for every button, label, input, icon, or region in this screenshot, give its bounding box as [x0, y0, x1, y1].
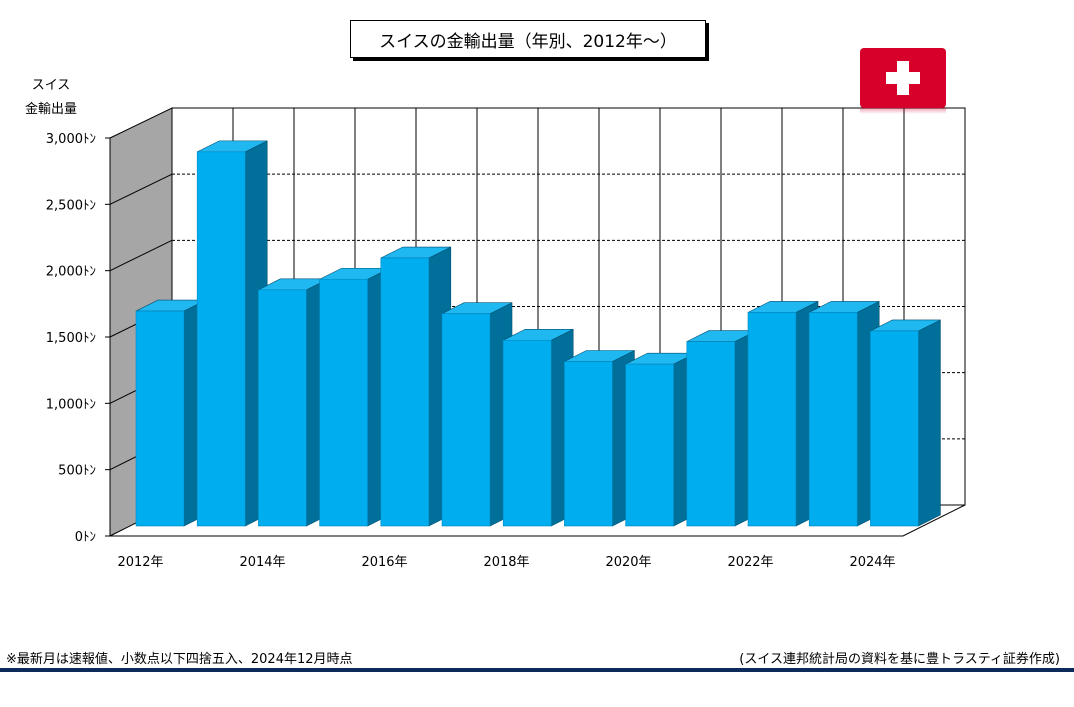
footer-note: ※最新月は速報値、小数点以下四捨五入、2024年12月時点: [6, 652, 353, 667]
bar: [625, 352, 696, 527]
y-axis-label: スイス 金輸出量: [24, 78, 77, 117]
y-axis-ticks: 0ﾄﾝ 500ﾄﾝ 1,000ﾄﾝ 1,500ﾄﾝ 2,000ﾄﾝ 2,500ﾄﾝ 3,00…: [46, 132, 110, 545]
y-tick-label: 500ﾄﾝ: [58, 464, 96, 479]
bar-front: [319, 278, 368, 527]
gridline: [109, 239, 173, 272]
bar-front: [441, 313, 491, 527]
bar-front: [808, 312, 858, 527]
footer-source: (スイス連邦統計局の資料を基に豊トラスティ証券作成): [739, 652, 1060, 667]
y-tick-label: 2,500ﾄﾝ: [46, 198, 96, 213]
bar: [502, 328, 574, 527]
bar-front: [870, 330, 919, 527]
x-tick-label: 2022年: [727, 555, 773, 570]
bar: [196, 140, 268, 527]
bar-front: [564, 361, 613, 527]
bar: [258, 278, 329, 527]
y-tick-label: 2,000ﾄﾝ: [46, 265, 96, 280]
bar: [319, 267, 390, 527]
gridline: [109, 173, 173, 205]
bar: [686, 330, 758, 527]
y-tick-label: 3,000ﾄﾝ: [46, 132, 96, 147]
bar-front: [625, 363, 674, 527]
bar: [135, 299, 207, 527]
bar-front: [196, 151, 246, 527]
bar: [808, 300, 880, 527]
bar: [564, 350, 635, 527]
bar-front: [135, 310, 185, 527]
bar-front: [258, 289, 307, 527]
y-tick-label: 0ﾄﾝ: [75, 530, 96, 545]
bar-front: [380, 257, 430, 527]
x-tick-label: 2020年: [605, 555, 651, 570]
bar-front: [502, 339, 552, 527]
x-tick-label: 2014年: [239, 555, 285, 570]
bar: [380, 246, 452, 527]
swiss-flag-icon: [860, 48, 946, 114]
chart-title: スイスの金輸出量（年別、2012年～）: [350, 20, 706, 58]
bar: [747, 300, 819, 527]
y-tick-label: 1,000ﾄﾝ: [46, 397, 96, 412]
bar-side: [918, 319, 941, 527]
bars: [135, 140, 941, 527]
bar-front: [686, 341, 736, 527]
x-tick-label: 2016年: [361, 555, 407, 570]
bar-front: [747, 312, 797, 527]
x-tick-label: 2024年: [849, 555, 895, 570]
x-tick-label: 2018年: [483, 555, 529, 570]
footer-rule: [0, 668, 1074, 672]
x-tick-label: 2012年: [117, 555, 163, 570]
bar: [870, 319, 941, 527]
bar: [441, 302, 513, 527]
y-tick-label: 1,500ﾄﾝ: [46, 331, 96, 346]
x-axis-ticks: 2012年 2014年 2016年 2018年 2020年 2022年 2024年: [117, 555, 895, 570]
